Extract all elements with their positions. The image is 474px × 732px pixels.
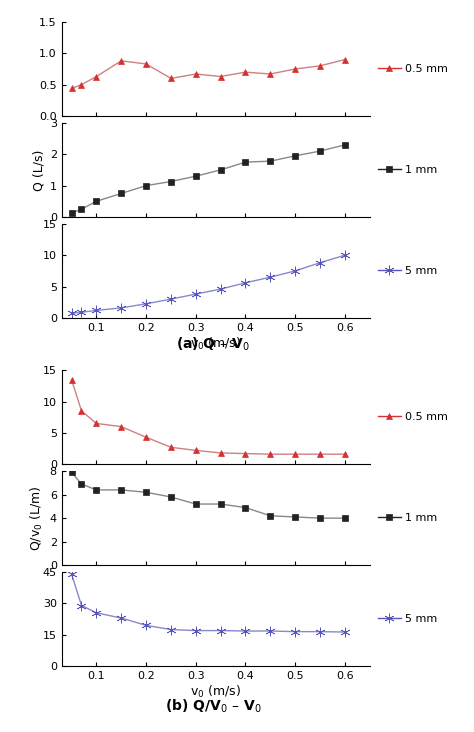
Legend: 5 mm: 5 mm: [378, 266, 438, 276]
Legend: 1 mm: 1 mm: [378, 513, 438, 523]
X-axis label: v$_0$ (m/s): v$_0$ (m/s): [190, 335, 241, 351]
Y-axis label: Q/v$_0$ (L/m): Q/v$_0$ (L/m): [29, 485, 46, 551]
Text: (b) Q/V$_0$ – V$_0$: (b) Q/V$_0$ – V$_0$: [165, 698, 262, 715]
Y-axis label: Q (L/s): Q (L/s): [32, 149, 46, 190]
Text: (a) Q – V$_0$: (a) Q – V$_0$: [176, 335, 250, 353]
Legend: 0.5 mm: 0.5 mm: [378, 412, 448, 422]
X-axis label: v$_0$ (m/s): v$_0$ (m/s): [190, 684, 241, 700]
Legend: 5 mm: 5 mm: [378, 614, 438, 624]
Legend: 0.5 mm: 0.5 mm: [378, 64, 448, 74]
Legend: 1 mm: 1 mm: [378, 165, 438, 175]
